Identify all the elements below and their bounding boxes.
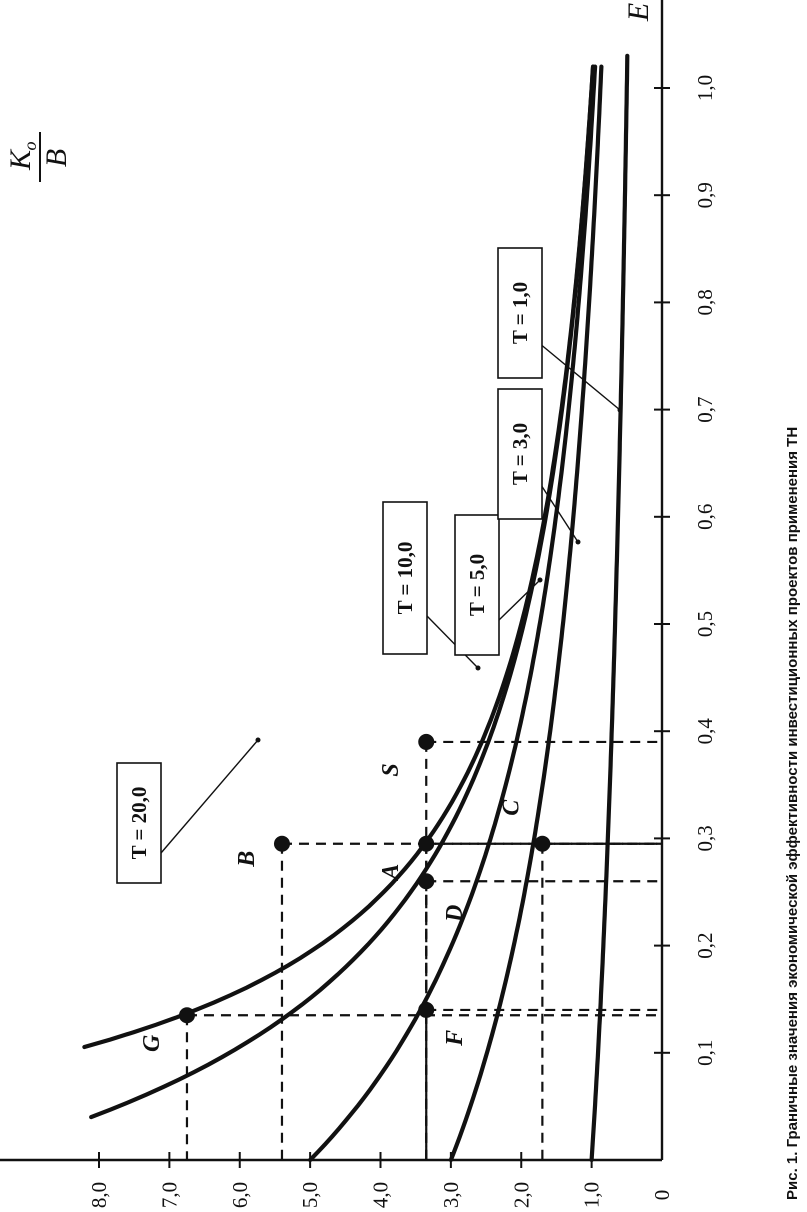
y-axis-title-denominator: B [40, 149, 73, 167]
y-axis-title-subscript: o [20, 142, 40, 151]
curve-label-text: T = 3,0 [508, 423, 532, 485]
curve-label-box [454, 514, 500, 656]
points: G B A S F D C [139, 733, 551, 1052]
point-S [418, 733, 435, 750]
x-tick-label: 0,5 [693, 611, 717, 637]
x-tick-label: 0,7 [693, 396, 717, 422]
y-tick-label: 7,0 [157, 1182, 181, 1208]
point-B [273, 835, 290, 852]
curve-label-box [497, 388, 543, 520]
y-tick-label: 8,0 [87, 1182, 111, 1208]
curve-label-leader [498, 579, 541, 621]
curve-label-arrowhead [255, 737, 261, 743]
y-tick-label: 3,0 [439, 1182, 463, 1208]
curve-label-box [116, 762, 162, 884]
curve-label-arrowhead [537, 577, 543, 583]
x-tick-label: 0,8 [693, 289, 717, 315]
curve-label-leader [160, 739, 259, 854]
point-label-G: G [139, 1034, 165, 1052]
point-D [418, 873, 435, 890]
y-tick-label: 1,0 [580, 1182, 604, 1208]
curve-label-leader [541, 486, 579, 543]
point-label-B: B [234, 851, 260, 868]
y-tick-label: 5,0 [298, 1182, 322, 1208]
x-tick-label: 0,9 [693, 182, 717, 208]
curve-label-arrowhead [575, 539, 581, 545]
point-F [418, 1001, 435, 1018]
curve-1 [589, 53, 630, 1163]
point-label-S: S [378, 763, 404, 776]
point-C [534, 835, 551, 852]
curve-3 [448, 64, 604, 1163]
guide-lines [185, 740, 662, 1160]
x-axis-title: E [622, 3, 655, 22]
y-tick-label: 2,0 [509, 1182, 533, 1208]
point-A [418, 835, 435, 852]
curve-label-text: T = 20,0 [127, 787, 151, 860]
curve-10 [89, 64, 596, 1120]
point-label-C: C [498, 799, 524, 816]
axis-titles: E KoB [4, 3, 655, 182]
curve-label-box [382, 501, 428, 655]
curve-label-box [497, 247, 543, 379]
y-tick-label: 0 [650, 1190, 674, 1201]
point-label-A: A [378, 864, 404, 882]
point-G [178, 1007, 195, 1024]
y-axis-title-numerator: K [4, 148, 37, 171]
curve-label-arrowhead [475, 665, 481, 671]
point-label-D: D [442, 905, 468, 923]
x-tick-label: 0,6 [693, 504, 717, 530]
curve-label-text: T = 10,0 [393, 542, 417, 615]
curve-label-leader [541, 344, 621, 411]
curves [82, 53, 630, 1163]
curve-label-arrowhead [617, 407, 623, 413]
curve-5 [308, 64, 598, 1163]
x-tick-label: 0,2 [693, 932, 717, 958]
x-tick-label: 1,0 [693, 75, 717, 101]
axes: 0,1 0,2 0,3 0,4 0,5 0,6 0,7 0,8 0,9 1,0 0 1,0 2,0 3,0… [0, 0, 717, 1208]
curve-label-text: T = 5,0 [465, 554, 489, 616]
x-tick-label: 0,3 [693, 825, 717, 851]
x-tick-label: 0,4 [693, 718, 717, 745]
curve-labels: T = 20,0 T = 10,0 T = 5,0 T = 3,0 T = 1,0 [116, 247, 623, 884]
curve-20 [82, 64, 596, 1050]
y-tick-label: 6,0 [228, 1182, 252, 1208]
y-axis-title: KoB [4, 132, 73, 182]
curve-label-text: T = 1,0 [508, 282, 532, 344]
figure-caption: Рис. 1. Граничные значения экономической… [784, 427, 801, 1200]
point-label-F: F [442, 1030, 468, 1047]
y-tick-label: 4,0 [369, 1182, 393, 1208]
curve-label-leader [426, 615, 479, 669]
x-tick-label: 0,1 [693, 1040, 717, 1066]
